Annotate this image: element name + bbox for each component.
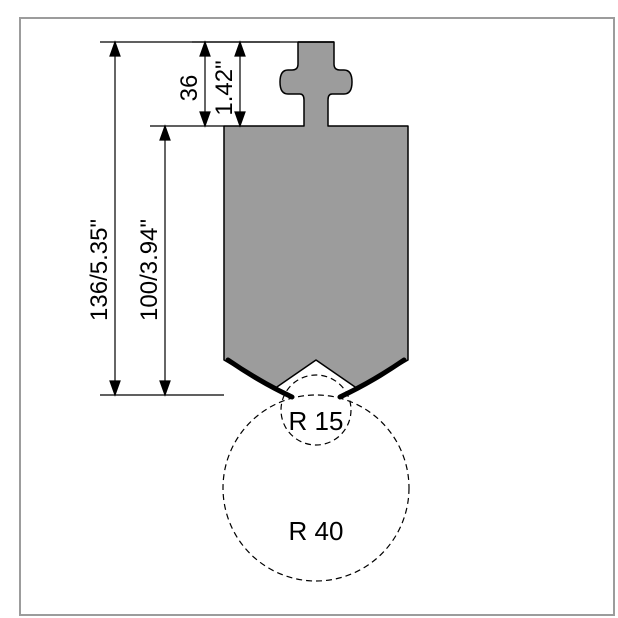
- dim-body-height-label: 100/3.94": [136, 219, 163, 321]
- drawing-canvas: 136/5.35" 100/3.94" 36 1.42" R 15 R 40: [0, 0, 618, 618]
- part-silhouette: [224, 42, 408, 389]
- label-r40: R 40: [289, 516, 344, 546]
- label-r15: R 15: [289, 406, 344, 436]
- dim-tang-1p42: 1.42": [211, 60, 238, 115]
- dim-total-height-label: 136/5.35": [86, 219, 113, 321]
- dim-tang-36: 36: [176, 75, 203, 102]
- drawing-svg: 136/5.35" 100/3.94" 36 1.42" R 15 R 40: [0, 0, 618, 618]
